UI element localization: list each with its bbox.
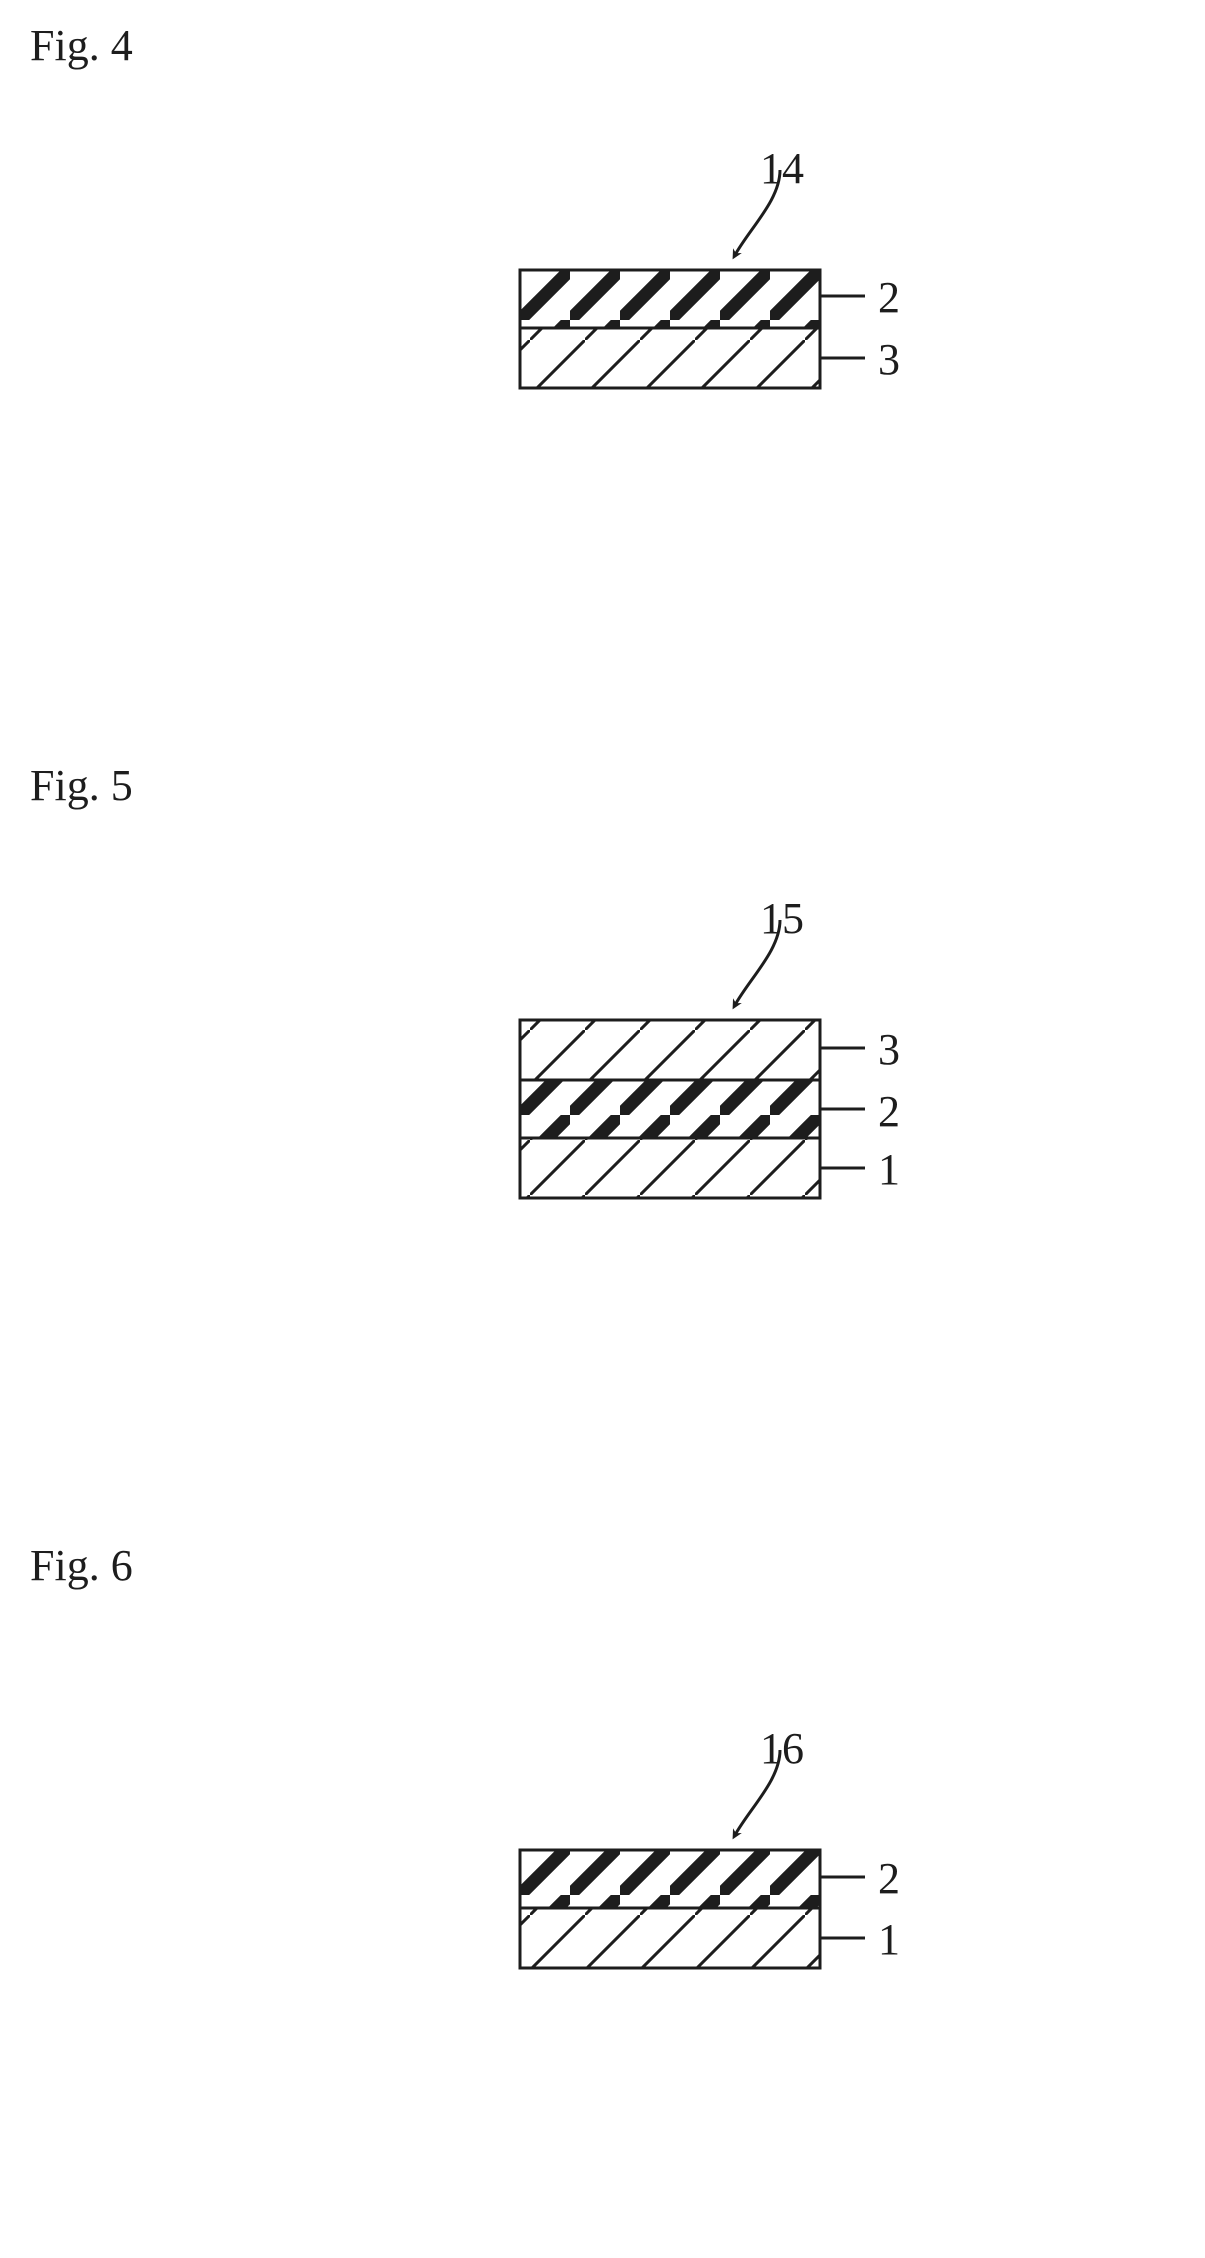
layer-3 [520, 1020, 820, 1080]
assembly-number: 16 [760, 1723, 804, 1774]
layer-number: 2 [878, 1853, 900, 1904]
page: { "figLabels": { "fig4": "Fig. 4", "fig5… [0, 0, 1205, 2258]
layer-number: 3 [878, 1024, 900, 1075]
layer-3 [520, 328, 820, 388]
layer-1 [520, 1908, 820, 1968]
layer-number: 1 [878, 1914, 900, 1965]
layer-2 [520, 1850, 820, 1908]
figure-6-diagram [420, 1695, 980, 2115]
layer-number: 1 [878, 1144, 900, 1195]
layer-2 [520, 1080, 820, 1138]
layer-number: 2 [878, 272, 900, 323]
assembly-number: 14 [760, 143, 804, 194]
figure-label: Fig. 5 [30, 760, 133, 811]
assembly-number: 15 [760, 893, 804, 944]
layer-number: 3 [878, 334, 900, 385]
layer-1 [520, 1138, 820, 1198]
layer-2 [520, 270, 820, 328]
figure-5-diagram [420, 865, 980, 1305]
figure-label: Fig. 4 [30, 20, 133, 71]
figure-label: Fig. 6 [30, 1540, 133, 1591]
layer-number: 2 [878, 1086, 900, 1137]
